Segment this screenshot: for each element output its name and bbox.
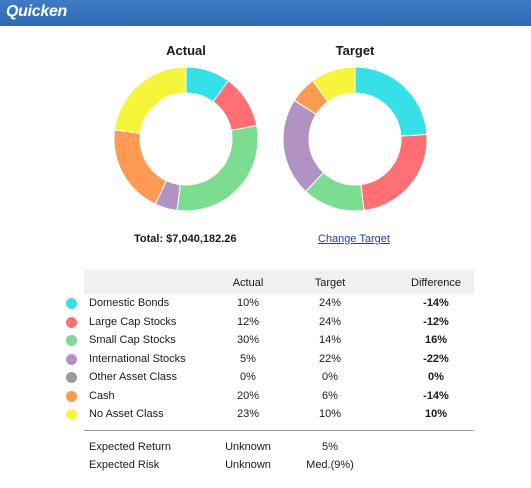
actual-percent: 23% <box>236 408 260 420</box>
difference-percent: 16% <box>424 334 448 346</box>
quicken-logo: Quicken <box>6 3 68 20</box>
difference-percent: -12% <box>423 315 449 328</box>
table-row: Small Cap Stocks 30% 14% 16% <box>0 332 531 350</box>
difference-percent: -14% <box>423 297 449 309</box>
asset-class-name: Cash <box>89 389 115 402</box>
target-percent: 24% <box>318 297 342 309</box>
asset-class-name: International Stocks <box>89 352 186 365</box>
legend-dot-icon <box>66 353 77 365</box>
table-row: No Asset Class 23% 10% 10% <box>0 406 531 424</box>
target-percent: 24% <box>318 315 342 328</box>
actual-percent: 20% <box>236 389 260 402</box>
expected-risk-target: Med.(9%) <box>306 459 354 471</box>
difference-percent: -22% <box>423 352 449 365</box>
expected-risk-row: Expected Risk Unknown Med.(9%) <box>0 457 531 475</box>
donut-slice-large-cap-stocks <box>360 133 428 211</box>
change-target-link[interactable]: Change Target <box>318 233 390 245</box>
legend-dot-icon <box>66 298 77 309</box>
table-row: Large Cap Stocks 12% 24% -12% <box>0 314 531 332</box>
allocation-table-header <box>84 270 474 294</box>
table-row: International Stocks 5% 22% -22% <box>0 351 531 369</box>
difference-percent: -14% <box>423 389 449 402</box>
asset-class-name: Large Cap Stocks <box>89 315 177 328</box>
asset-class-name: Small Cap Stocks <box>89 334 176 346</box>
target-percent: 0% <box>322 371 338 383</box>
actual-percent: 12% <box>236 315 260 328</box>
donut-slice-domestic-bonds <box>354 66 428 137</box>
table-divider <box>84 430 474 431</box>
legend-dot-icon <box>66 390 77 402</box>
difference-percent: 10% <box>424 408 448 420</box>
donut-slice-international-stocks <box>282 99 325 193</box>
legend-dot-icon <box>66 409 77 420</box>
actual-percent: 5% <box>240 352 256 365</box>
title-bar: Quicken <box>0 0 531 26</box>
asset-class-name: Domestic Bonds <box>89 297 170 309</box>
target-chart-title: Target <box>335 43 375 58</box>
legend-dot-icon <box>66 372 77 383</box>
legend-dot-icon <box>66 335 77 346</box>
expected-return-actual: Unknown <box>225 441 271 453</box>
expected-return-row: Expected Return Unknown 5% <box>0 439 531 457</box>
column-header-actual: Actual <box>232 277 264 289</box>
table-row: Other Asset Class 0% 0% 0% <box>0 369 531 387</box>
expected-risk-label: Expected Risk <box>89 459 160 471</box>
legend-dot-icon <box>66 316 77 328</box>
portfolio-total: Total: $7,040,182.26 <box>134 233 237 245</box>
donut-slice-small-cap-stocks <box>176 124 259 212</box>
target-donut-chart <box>282 66 428 212</box>
target-percent: 14% <box>318 334 342 346</box>
difference-percent: 0% <box>428 371 444 383</box>
actual-percent: 0% <box>240 371 256 383</box>
expected-return-target: 5% <box>322 441 338 453</box>
table-row: Domestic Bonds 10% 24% -14% <box>0 295 531 313</box>
actual-donut-chart <box>113 66 259 212</box>
asset-class-name: Other Asset Class <box>89 371 178 383</box>
actual-chart-title: Actual <box>166 43 206 58</box>
target-percent: 6% <box>322 389 338 402</box>
target-percent: 22% <box>318 352 342 365</box>
column-header-difference: Difference <box>411 277 461 289</box>
column-header-target: Target <box>314 277 346 289</box>
actual-percent: 10% <box>236 297 260 309</box>
donut-slice-cash <box>113 129 168 205</box>
asset-class-name: No Asset Class <box>89 408 164 420</box>
target-percent: 10% <box>318 408 342 420</box>
table-row: Cash 20% 6% -14% <box>0 388 531 406</box>
actual-percent: 30% <box>236 334 260 346</box>
expected-return-label: Expected Return <box>89 441 171 453</box>
expected-risk-actual: Unknown <box>225 459 271 471</box>
donut-slice-no-asset-class <box>311 66 356 103</box>
donut-slice-no-asset-class <box>114 66 187 134</box>
